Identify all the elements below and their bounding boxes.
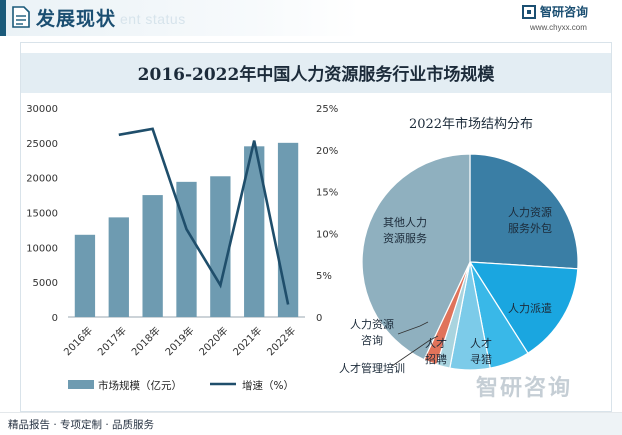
legend-swatch-market-size [68, 380, 94, 389]
legend-label-growth: 增速（%） [242, 379, 294, 392]
footer-accent [480, 413, 622, 435]
y-left-tick-label: 30000 [26, 104, 58, 115]
pie-slice-label: 人才 [470, 336, 492, 350]
pie-slice-label: 人力资源 [350, 317, 394, 331]
footer: 精品报告 · 专项定制 · 品质服务 [0, 412, 622, 435]
x-tick-label: 2019年 [162, 324, 196, 358]
pie-slice-label: 咨询 [361, 333, 383, 347]
pie-slice-label: 其他人力 [383, 216, 427, 229]
bar-2020年 [210, 176, 230, 317]
pie-slice-label: 服务外包 [508, 222, 552, 235]
y-left-tick-label: 20000 [26, 174, 58, 185]
pie-slice-label: 人才 [425, 336, 447, 350]
x-tick-label: 2022年 [264, 324, 298, 358]
y-right-tick-label: 5% [316, 271, 332, 282]
y-left-tick-label: 5000 [33, 278, 58, 289]
pie-slice-label: 人力资源 [508, 205, 552, 219]
y-right-tick-label: 20% [316, 146, 338, 157]
y-right-tick-label: 0 [316, 313, 322, 324]
watermark: 智研咨询 [476, 370, 572, 402]
x-tick-label: 2020年 [196, 324, 230, 358]
y-left-tick-label: 15000 [26, 209, 58, 220]
y-right-tick-label: 25% [316, 104, 338, 115]
footer-text: 精品报告 · 专项定制 · 品质服务 [8, 417, 154, 432]
x-tick-label: 2016年 [61, 324, 95, 358]
bar-2022年 [278, 143, 298, 317]
x-tick-label: 2021年 [230, 324, 264, 358]
pie-slice-label: 人才管理培训 [339, 361, 405, 375]
x-tick-label: 2017年 [95, 324, 129, 358]
pie-slice-label: 人力派遣 [508, 301, 552, 315]
y-right-tick-label: 10% [316, 229, 338, 240]
bar-2017年 [109, 217, 129, 317]
y-left-tick-label: 0 [52, 313, 58, 324]
legend-label-market-size: 市场规模（亿元） [98, 379, 182, 392]
bar-2016年 [75, 235, 95, 317]
y-left-tick-label: 10000 [26, 243, 58, 254]
pie-slice-label: 招聘 [425, 352, 447, 366]
bar-2018年 [142, 195, 162, 317]
bar-2019年 [176, 182, 196, 317]
pie-slice-label: 寻猎 [470, 352, 492, 366]
y-right-tick-label: 15% [316, 188, 338, 199]
x-tick-label: 2018年 [129, 324, 163, 358]
y-left-tick-label: 25000 [26, 139, 58, 150]
pie-slice-label: 资源服务 [383, 231, 427, 245]
